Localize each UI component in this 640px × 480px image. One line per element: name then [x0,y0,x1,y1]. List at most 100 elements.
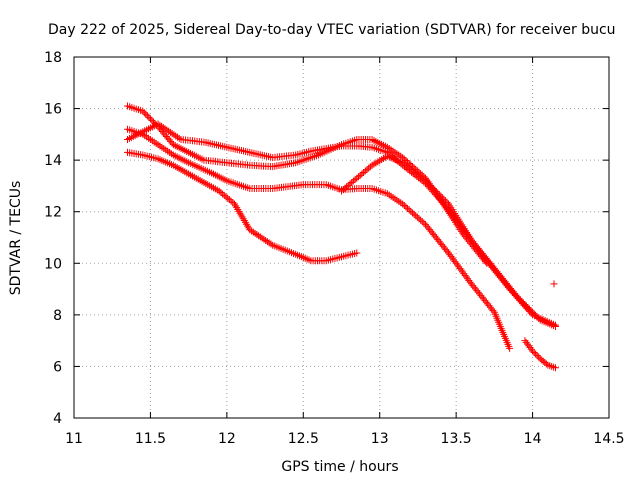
data-point-marker [246,226,254,234]
data-point-marker [425,180,433,188]
data-point-marker [140,109,148,117]
data-point-marker [413,213,421,221]
data-point-marker [518,297,526,305]
data-point-marker [402,203,410,211]
data-point-marker [173,133,181,141]
data-point-marker [405,206,413,214]
data-point-marker [516,296,524,304]
data-point-marker [225,196,233,204]
data-point-marker [402,161,410,169]
data-point-marker [143,112,151,120]
data-point-marker [429,185,437,193]
x-tick-label: 12.5 [288,431,319,447]
series-arc-5 [338,152,559,330]
data-point-marker [550,363,558,371]
x-tick-label: 11 [65,431,83,447]
data-point-marker [438,194,446,202]
data-point-marker [219,190,227,198]
series-arc-2 [124,125,514,352]
y-tick-label: 10 [44,256,62,272]
data-point-marker [422,177,430,185]
data-point-marker [343,183,351,191]
y-tick-label: 18 [44,50,62,66]
data-point-marker [407,166,415,174]
data-point-marker [431,186,439,194]
series-arc-1 [124,148,361,265]
data-point-marker [263,238,271,246]
data-point-marker [440,195,448,203]
data-point-marker [222,193,230,201]
data-point-marker [251,229,259,237]
data-point-marker [423,178,431,186]
data-point-marker [420,175,428,183]
data-point-marker [526,305,534,313]
x-tick-label: 14.5 [593,431,624,447]
data-point-marker [532,350,540,358]
x-tick-label: 13.5 [441,431,472,447]
data-point-marker [175,134,183,142]
x-tick-label: 12 [218,431,236,447]
data-point-marker [339,186,347,194]
x-tick-label: 13 [371,431,389,447]
data-point-marker [217,189,225,197]
data-points [124,102,559,372]
data-point-marker [215,187,223,195]
data-point-marker [356,171,364,179]
data-point-marker [515,294,523,302]
y-tick-label: 4 [53,411,62,427]
data-point-marker [535,353,543,361]
series-outlier [550,280,558,288]
y-tick-label: 6 [53,359,62,375]
data-point-marker [399,159,407,167]
data-point-marker [353,174,361,182]
y-tick-label: 8 [53,308,62,324]
data-point-marker [248,227,256,235]
data-point-marker [354,173,362,181]
data-point-marker [338,187,345,195]
data-point-marker [404,204,412,212]
data-point-marker [346,180,354,188]
data-point-marker [512,291,520,299]
data-point-marker [404,163,412,171]
data-point-marker [348,178,356,186]
data-point-marker [406,164,414,172]
data-point-marker [351,176,359,184]
data-point-marker [365,164,373,172]
data-point-marker [220,191,228,199]
x-axis-title: GPS time / hours [281,459,398,475]
data-point-marker [166,128,174,136]
data-point-marker [441,197,449,205]
plot-frame [73,56,610,419]
data-point-marker [513,293,521,301]
data-point-marker [361,167,369,175]
data-point-marker [546,362,554,370]
y-tick-label: 14 [44,153,62,169]
y-axis: 4 6 8 10 12 14 16 18 [44,50,609,427]
data-point-marker [363,166,371,174]
data-point-marker [163,126,171,134]
data-point-marker [170,131,178,139]
data-point-marker [341,184,349,192]
data-point-marker [428,183,436,191]
data-point-marker [255,232,263,240]
data-point-marker [412,212,420,220]
data-point-marker [267,240,275,248]
data-point-marker [533,313,541,321]
data-point-marker [413,170,421,178]
data-point-marker [253,231,261,239]
data-point-marker [432,188,440,196]
data-point-marker [435,191,443,199]
data-point-marker [256,233,264,241]
data-point-marker [409,167,417,175]
data-point-marker [249,228,257,236]
data-point-marker [258,234,266,242]
data-point-marker [519,299,527,307]
y-tick-label: 16 [44,102,62,118]
series-arc-6 [521,337,559,372]
data-point-marker [227,197,235,205]
data-point-marker [420,219,428,227]
data-point-marker [149,118,157,126]
chart-title: Day 222 of 2025, Sidereal Day-to-day VTE… [48,22,616,38]
data-point-marker [410,210,418,218]
data-point-marker [415,215,423,223]
